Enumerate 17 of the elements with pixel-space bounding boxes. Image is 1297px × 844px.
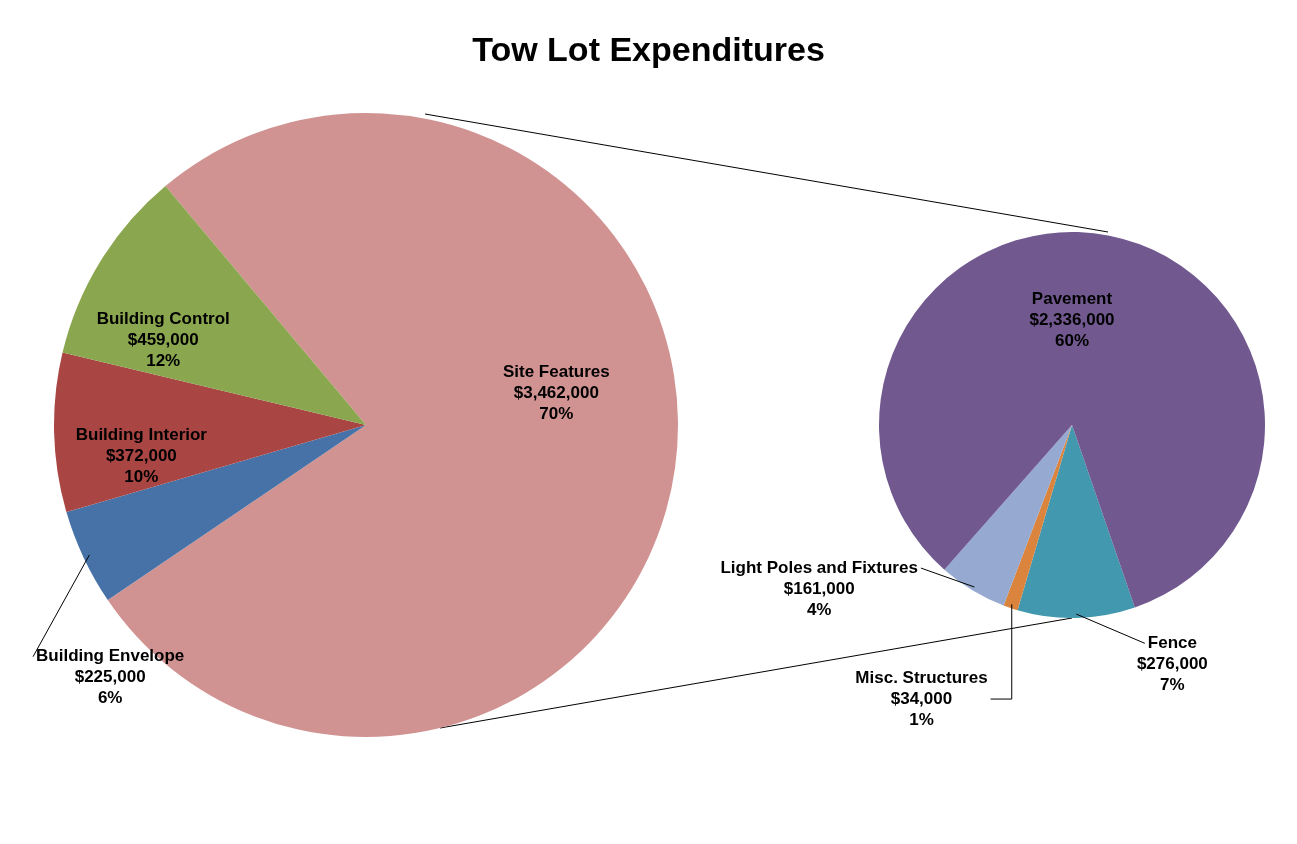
data-label: $225,000 6% — [74, 667, 146, 708]
slice-label: Building Control — [96, 309, 230, 329]
data-label: $34,000 1% — [890, 688, 953, 729]
data-label: $2,336,000 60% — [1029, 310, 1115, 351]
chart-title: Tow Lot Expenditures — [471, 30, 826, 69]
slice-label: Site Features — [502, 362, 610, 382]
data-label: $276,000 7% — [1136, 654, 1208, 695]
data-label: $459,000 12% — [127, 330, 199, 371]
slice-label: Building Envelope — [36, 646, 185, 666]
slice-label: Building Interior — [75, 424, 208, 444]
data-label: $161,000 4% — [783, 578, 855, 619]
slice-label: Pavement — [1031, 289, 1113, 309]
data-label: $3,462,000 70% — [513, 383, 599, 424]
slice-label: Light Poles and Fixtures — [720, 557, 918, 577]
slice-label: Fence — [1147, 633, 1197, 653]
data-label: $372,000 10% — [105, 445, 177, 486]
slice-label: Misc. Structures — [855, 667, 988, 687]
